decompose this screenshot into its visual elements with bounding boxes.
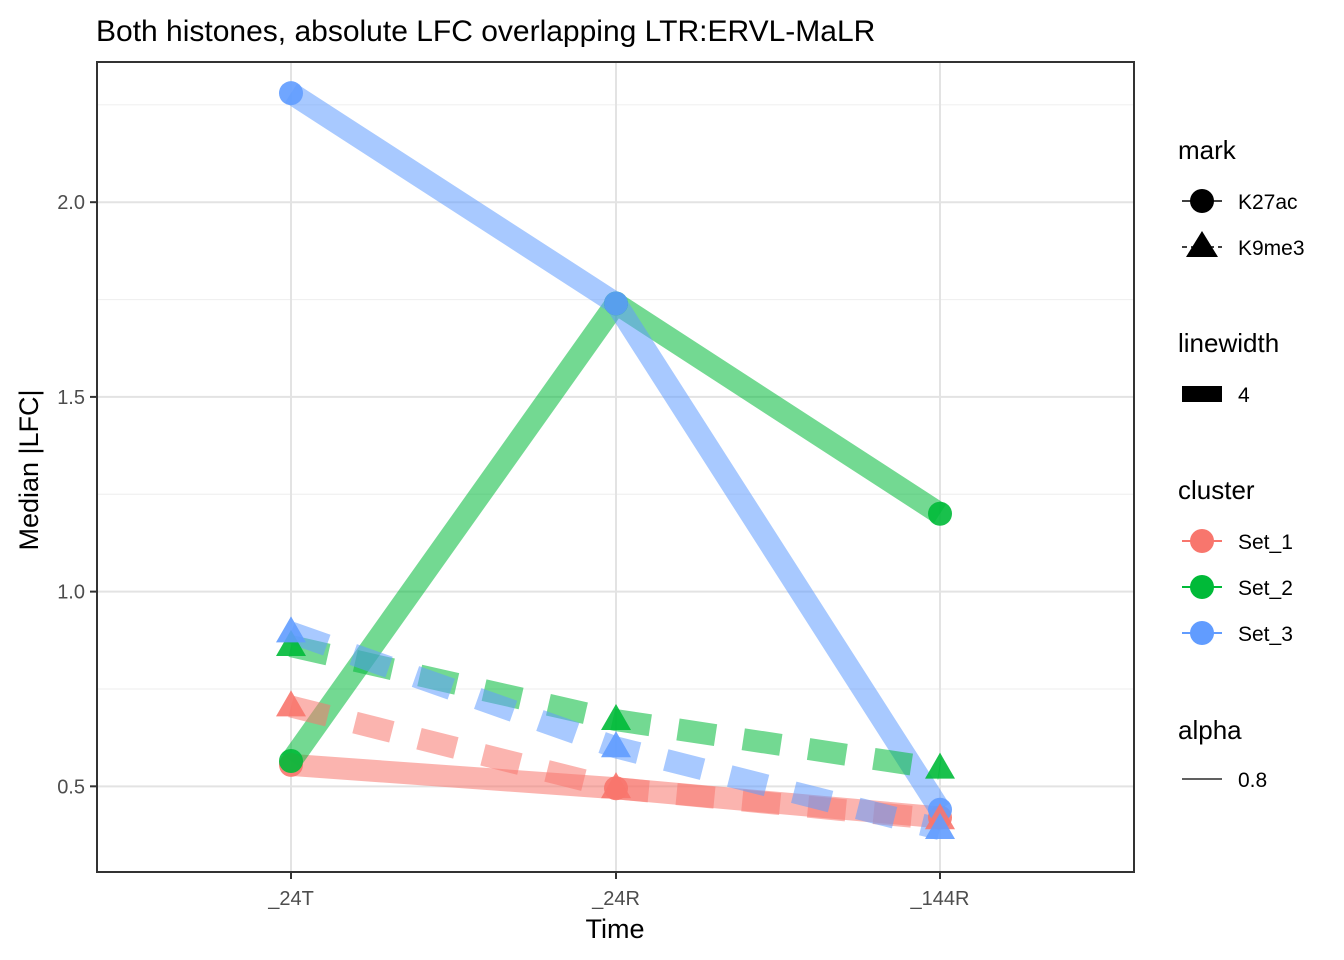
point-K9me3-Set_3-_144R	[925, 813, 955, 840]
point-K9me3-Set_1-_24R	[601, 772, 631, 799]
legend-label-Set_2: Set_2	[1238, 577, 1293, 600]
y-tick-label: 1.5	[57, 387, 85, 409]
x-axis-title: Time	[586, 914, 645, 944]
legend-label-alpha: 0.8	[1238, 769, 1267, 792]
point-K27ac-Set_3-_24R	[604, 291, 628, 316]
legend-title-cluster: cluster	[1178, 475, 1255, 505]
y-axis-ticks: 0.5 1.0 1.5 2.0	[57, 192, 97, 798]
point-K9me3-Set_2-_24T	[276, 630, 306, 657]
legend: mark K27ac K9me3 linewidth 4 cluster Set_1 Set_…	[1178, 135, 1305, 792]
legend-title-linewidth: linewidth	[1178, 328, 1279, 358]
point-K9me3-Set_3-_24R	[601, 731, 631, 758]
legend-label-k9me3: K9me3	[1238, 237, 1305, 260]
series-points	[276, 81, 955, 840]
legend-key-triangle	[1186, 231, 1218, 257]
y-tick-label: 1.0	[57, 582, 85, 604]
legend-key-Set_2	[1190, 575, 1214, 599]
x-tick-label: _24T	[267, 888, 314, 910]
point-K27ac-Set_2-_24T	[279, 749, 303, 774]
legend-label-linewidth: 4	[1238, 384, 1250, 407]
point-K27ac-Set_2-_144R	[928, 501, 952, 526]
legend-key-Set_3	[1190, 621, 1214, 645]
x-tick-label: _24R	[591, 888, 640, 910]
legend-title-alpha: alpha	[1178, 715, 1242, 745]
legend-label-Set_1: Set_1	[1238, 531, 1293, 554]
point-K9me3-Set_1-_24T	[276, 690, 306, 717]
legend-key-linewidth	[1182, 386, 1222, 402]
legend-title-mark: mark	[1178, 135, 1237, 165]
y-tick-label: 0.5	[57, 776, 85, 798]
point-K9me3-Set_2-_144R	[925, 752, 955, 779]
y-axis-title: Median |LFC|	[14, 389, 44, 550]
legend-label-k27ac: K27ac	[1238, 191, 1298, 214]
chart-title: Both histones, absolute LFC overlapping …	[96, 15, 875, 48]
point-K9me3-Set_3-_24T	[276, 616, 306, 643]
point-K9me3-Set_2-_24R	[601, 704, 631, 731]
legend-key-Set_1	[1190, 529, 1214, 553]
legend-label-Set_3: Set_3	[1238, 623, 1293, 646]
y-tick-label: 2.0	[57, 192, 85, 214]
x-axis-ticks: _24T _24R _144R	[267, 872, 969, 910]
x-tick-label: _144R	[910, 888, 970, 910]
point-K27ac-Set_3-_24T	[279, 81, 303, 106]
legend-key-circle	[1190, 189, 1214, 213]
